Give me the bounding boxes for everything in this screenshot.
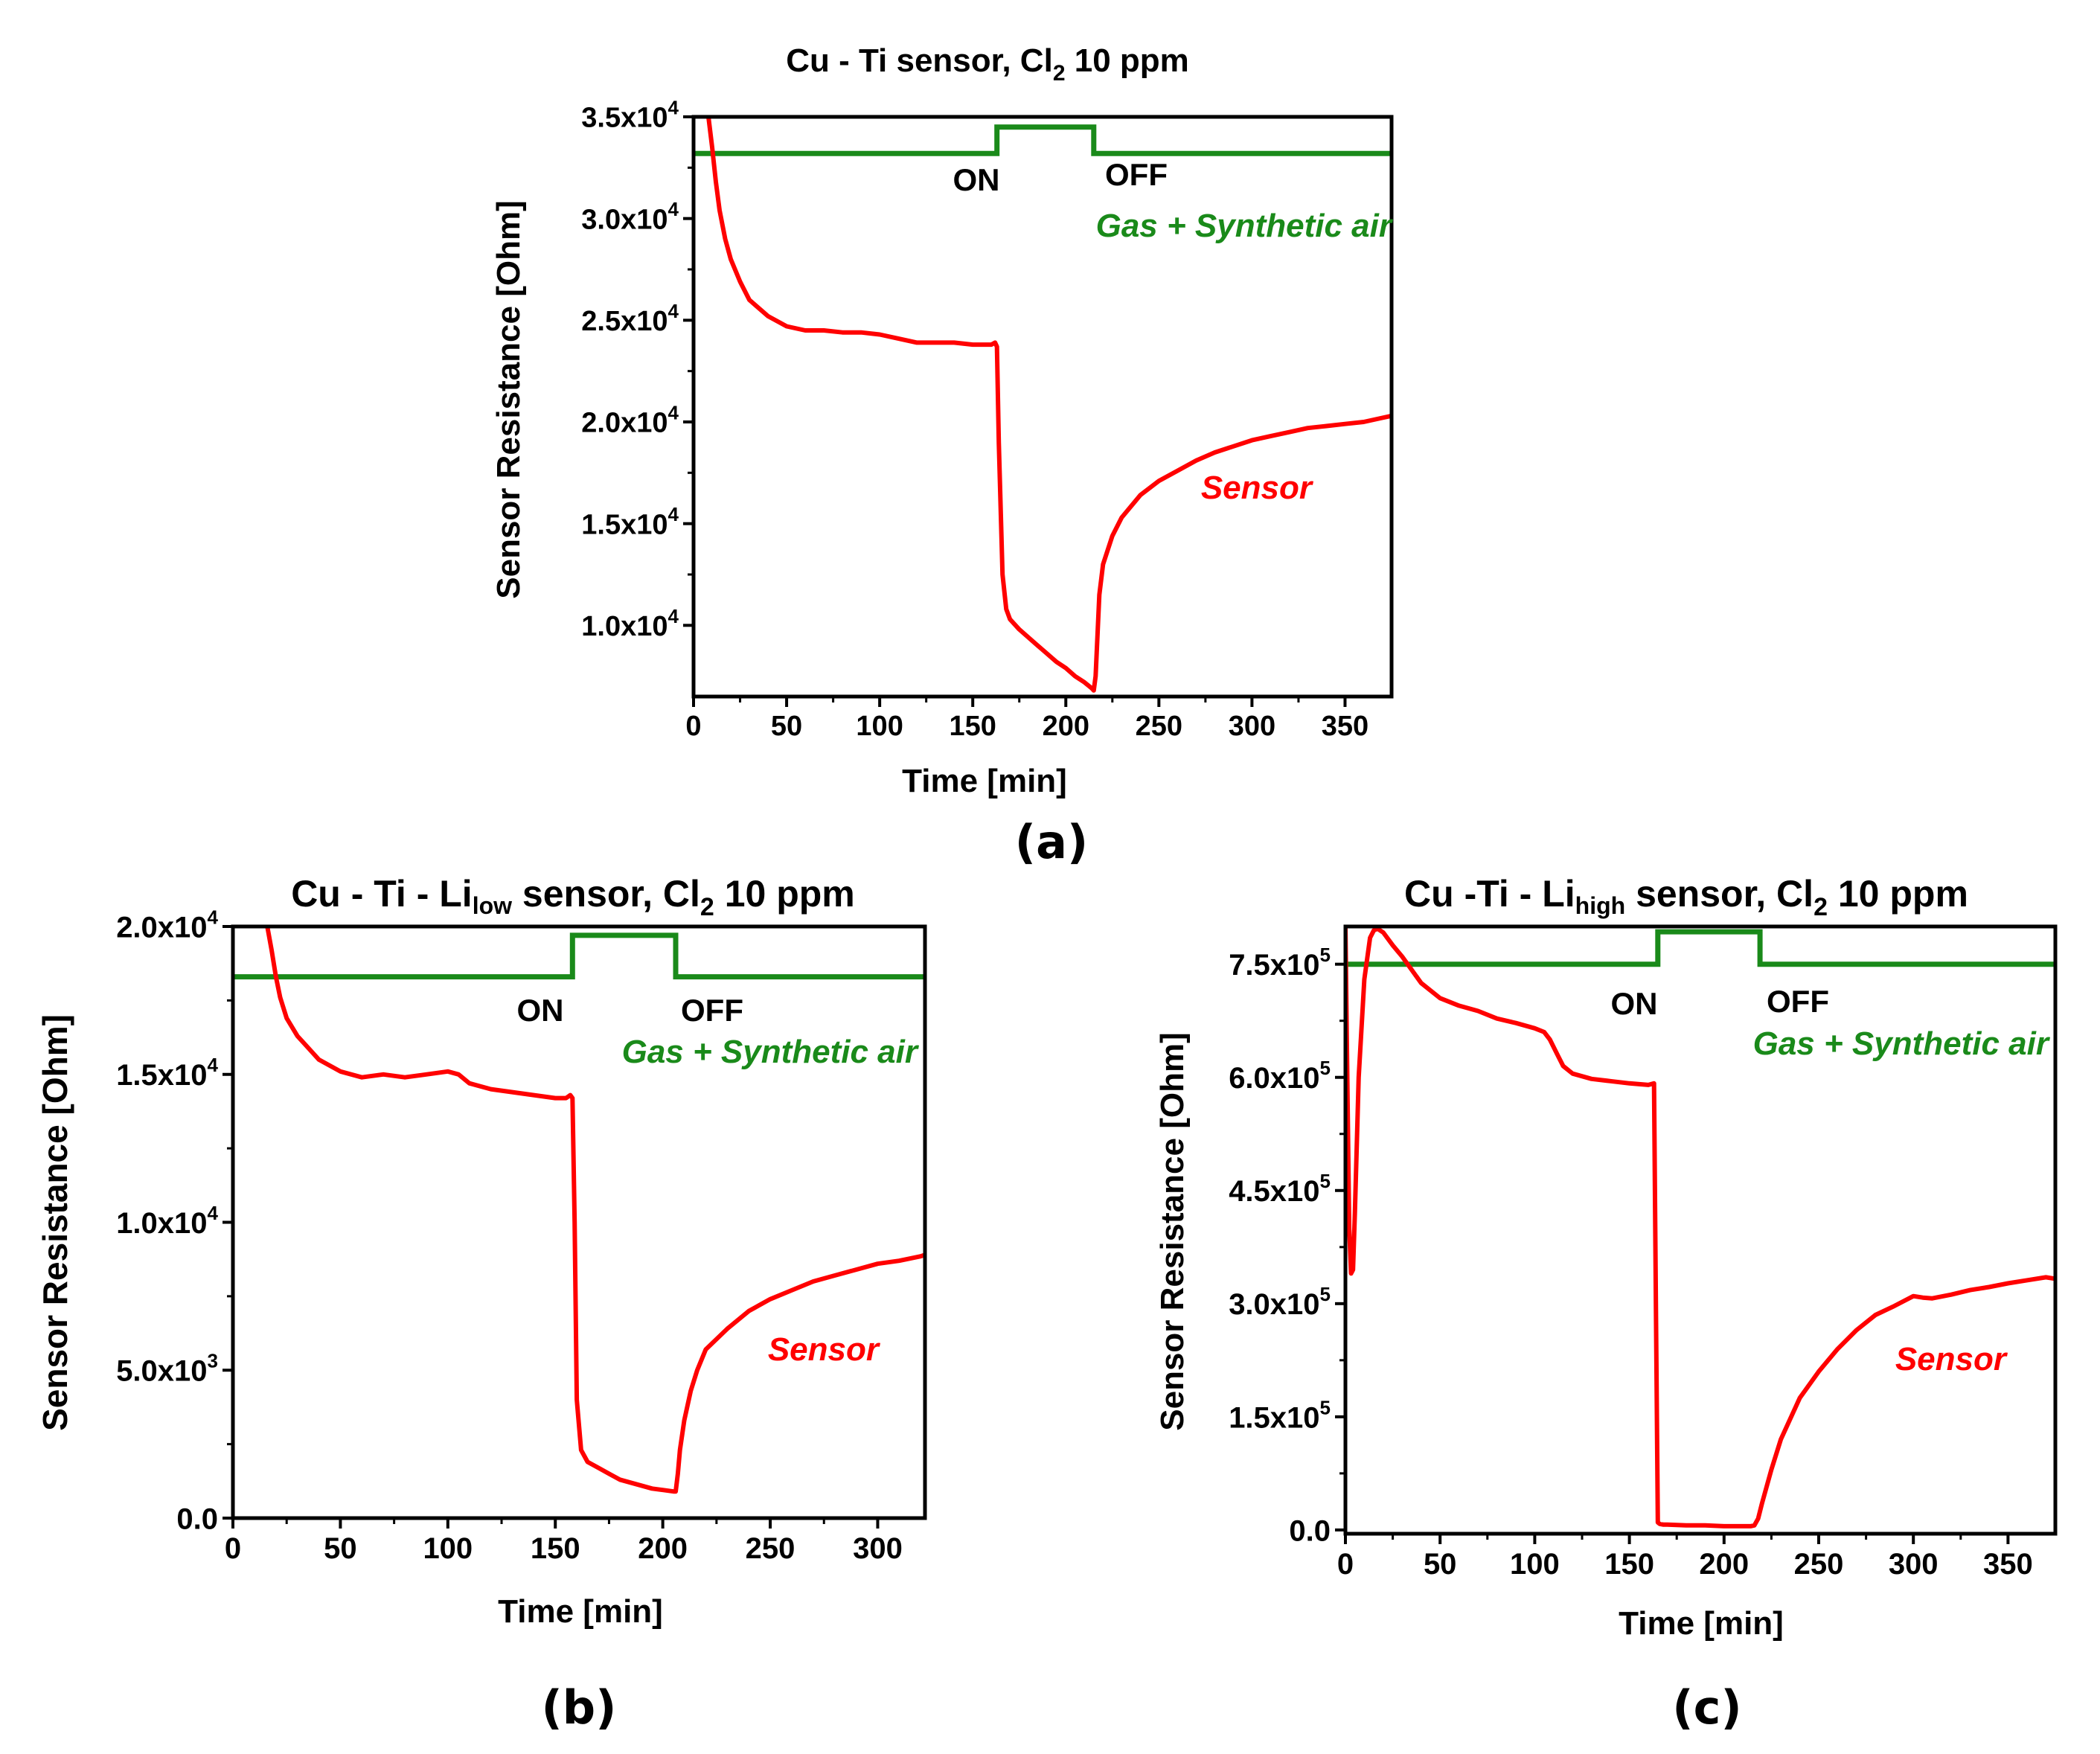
chart-title-c: Cu -Ti - Lihigh sensor, Cl2 10 ppm bbox=[1404, 873, 1968, 921]
x-tick-label-c: 50 bbox=[1424, 1548, 1457, 1581]
x-tick-label-a: 0 bbox=[685, 711, 701, 742]
y-tick-label-a: 2.5x104 bbox=[581, 300, 679, 337]
plot-area-c: 0 50 100 150 200 250 300 350 0.0 1.5x105 3.0x105 4.… bbox=[1229, 924, 2058, 1581]
x-tick-label-a: 300 bbox=[1229, 711, 1275, 742]
x-tick-label-b: 100 bbox=[423, 1532, 473, 1565]
on-annotation-a: ON bbox=[953, 162, 1000, 197]
panel-a: Cu - Ti sensor, Cl2 10 ppm 0 50 100 150 200 2… bbox=[490, 42, 1394, 869]
on-annotation-b: ON bbox=[517, 993, 564, 1028]
y-tick-label-b: 5.0x103 bbox=[116, 1350, 218, 1388]
y-tick-label-a: 2.0x104 bbox=[581, 402, 679, 439]
gas-line-c bbox=[1345, 929, 2055, 967]
x-tick-label-b: 200 bbox=[638, 1532, 688, 1565]
x-tick-label-c: 0 bbox=[1337, 1548, 1354, 1581]
x-tick-label-a: 250 bbox=[1136, 711, 1182, 742]
x-axis-label-b: Time [min] bbox=[498, 1593, 663, 1630]
x-tick-label-c: 300 bbox=[1889, 1548, 1939, 1581]
x-tick-label-a: 200 bbox=[1043, 711, 1089, 742]
y-tick-label-a: 1.0x104 bbox=[581, 605, 679, 642]
x-tick-label-b: 0 bbox=[225, 1532, 241, 1565]
sensor-series-line-b bbox=[265, 926, 925, 1494]
y-tick-label-c: 7.5x105 bbox=[1229, 944, 1331, 982]
y-tick-label-b: 2.0x104 bbox=[116, 906, 218, 944]
x-tick-label-a: 150 bbox=[949, 711, 996, 742]
on-annotation-c: ON bbox=[1611, 986, 1658, 1021]
y-tick-label-b: 1.5x104 bbox=[116, 1054, 218, 1092]
sensor-annotation-b: Sensor bbox=[768, 1331, 881, 1368]
panel-label-a: (a) bbox=[1015, 815, 1089, 869]
plot-area-b: 0 50 100 150 200 250 300 0.0 5.0x103 1.0x104 1.5x1… bbox=[116, 906, 927, 1565]
x-tick-label-c: 200 bbox=[1699, 1548, 1749, 1581]
sensor-annotation-a: Sensor bbox=[1201, 470, 1314, 506]
y-tick-label-b: 0.0 bbox=[176, 1502, 218, 1535]
x-tick-label-c: 350 bbox=[1983, 1548, 2033, 1581]
off-annotation-b: OFF bbox=[681, 993, 743, 1028]
y-tick-label-c: 4.5x105 bbox=[1229, 1170, 1331, 1208]
x-axis-label-c: Time [min] bbox=[1619, 1605, 1784, 1642]
off-annotation-c: OFF bbox=[1767, 984, 1829, 1019]
chart-title-a: Cu - Ti sensor, Cl2 10 ppm bbox=[786, 42, 1189, 86]
sensor-series-line-a bbox=[706, 117, 1392, 693]
off-annotation-a: OFF bbox=[1105, 157, 1168, 192]
y-axis-label-c: Sensor Resistance [Ohm] bbox=[1154, 1032, 1191, 1431]
plot-area-a: 0 50 100 150 200 250 300 350 1.0x104 1.5x104 2.0x1… bbox=[581, 97, 1394, 742]
y-tick-label-c: 6.0x105 bbox=[1229, 1057, 1331, 1095]
y-axis-label-b: Sensor Resistance [Ohm] bbox=[36, 1014, 74, 1431]
chart-title-b: Cu - Ti - Lilow sensor, Cl2 10 ppm bbox=[291, 873, 855, 921]
gas-line-b bbox=[233, 932, 925, 980]
gas-annotation-b: Gas + Synthetic air bbox=[622, 1034, 920, 1070]
x-tick-label-b: 300 bbox=[853, 1532, 903, 1565]
panel-b: Cu - Ti - Lilow sensor, Cl2 10 ppm 0 50 10… bbox=[36, 873, 927, 1735]
sensor-annotation-c: Sensor bbox=[1895, 1341, 2008, 1377]
x-tick-label-a: 350 bbox=[1322, 711, 1368, 742]
y-tick-label-c: 0.0 bbox=[1289, 1514, 1331, 1547]
y-tick-label-b: 1.0x104 bbox=[116, 1202, 218, 1240]
gas-line-a bbox=[694, 124, 1392, 156]
y-tick-label-a: 3.5x104 bbox=[581, 97, 679, 134]
x-tick-label-c: 100 bbox=[1510, 1548, 1560, 1581]
plot-frame-c bbox=[1343, 924, 2058, 1536]
panel-label-c: (c) bbox=[1672, 1680, 1741, 1735]
panel-c: Cu -Ti - Lihigh sensor, Cl2 10 ppm 0 50 10… bbox=[1154, 873, 2058, 1735]
plot-frame-a bbox=[691, 115, 1394, 699]
y-tick-label-a: 1.5x104 bbox=[581, 503, 679, 540]
y-tick-label-c: 1.5x105 bbox=[1229, 1396, 1331, 1434]
gas-annotation-c: Gas + Synthetic air bbox=[1753, 1025, 2051, 1062]
y-tick-label-c: 3.0x105 bbox=[1229, 1283, 1331, 1321]
sensor-series-line-c bbox=[1345, 926, 2055, 1529]
x-tick-label-a: 100 bbox=[856, 711, 903, 742]
gas-annotation-a: Gas + Synthetic air bbox=[1096, 208, 1394, 244]
panel-label-b: (b) bbox=[541, 1680, 616, 1735]
x-tick-label-b: 250 bbox=[746, 1532, 795, 1565]
x-axis-label-a: Time [min] bbox=[902, 763, 1067, 799]
x-tick-label-b: 50 bbox=[324, 1532, 357, 1565]
y-tick-label-a: 3.0x104 bbox=[581, 198, 679, 235]
x-tick-label-c: 150 bbox=[1604, 1548, 1654, 1581]
x-tick-label-c: 250 bbox=[1794, 1548, 1844, 1581]
y-axis-label-a: Sensor Resistance [Ohm] bbox=[490, 200, 527, 599]
x-tick-label-a: 50 bbox=[771, 711, 802, 742]
x-tick-label-b: 150 bbox=[531, 1532, 580, 1565]
